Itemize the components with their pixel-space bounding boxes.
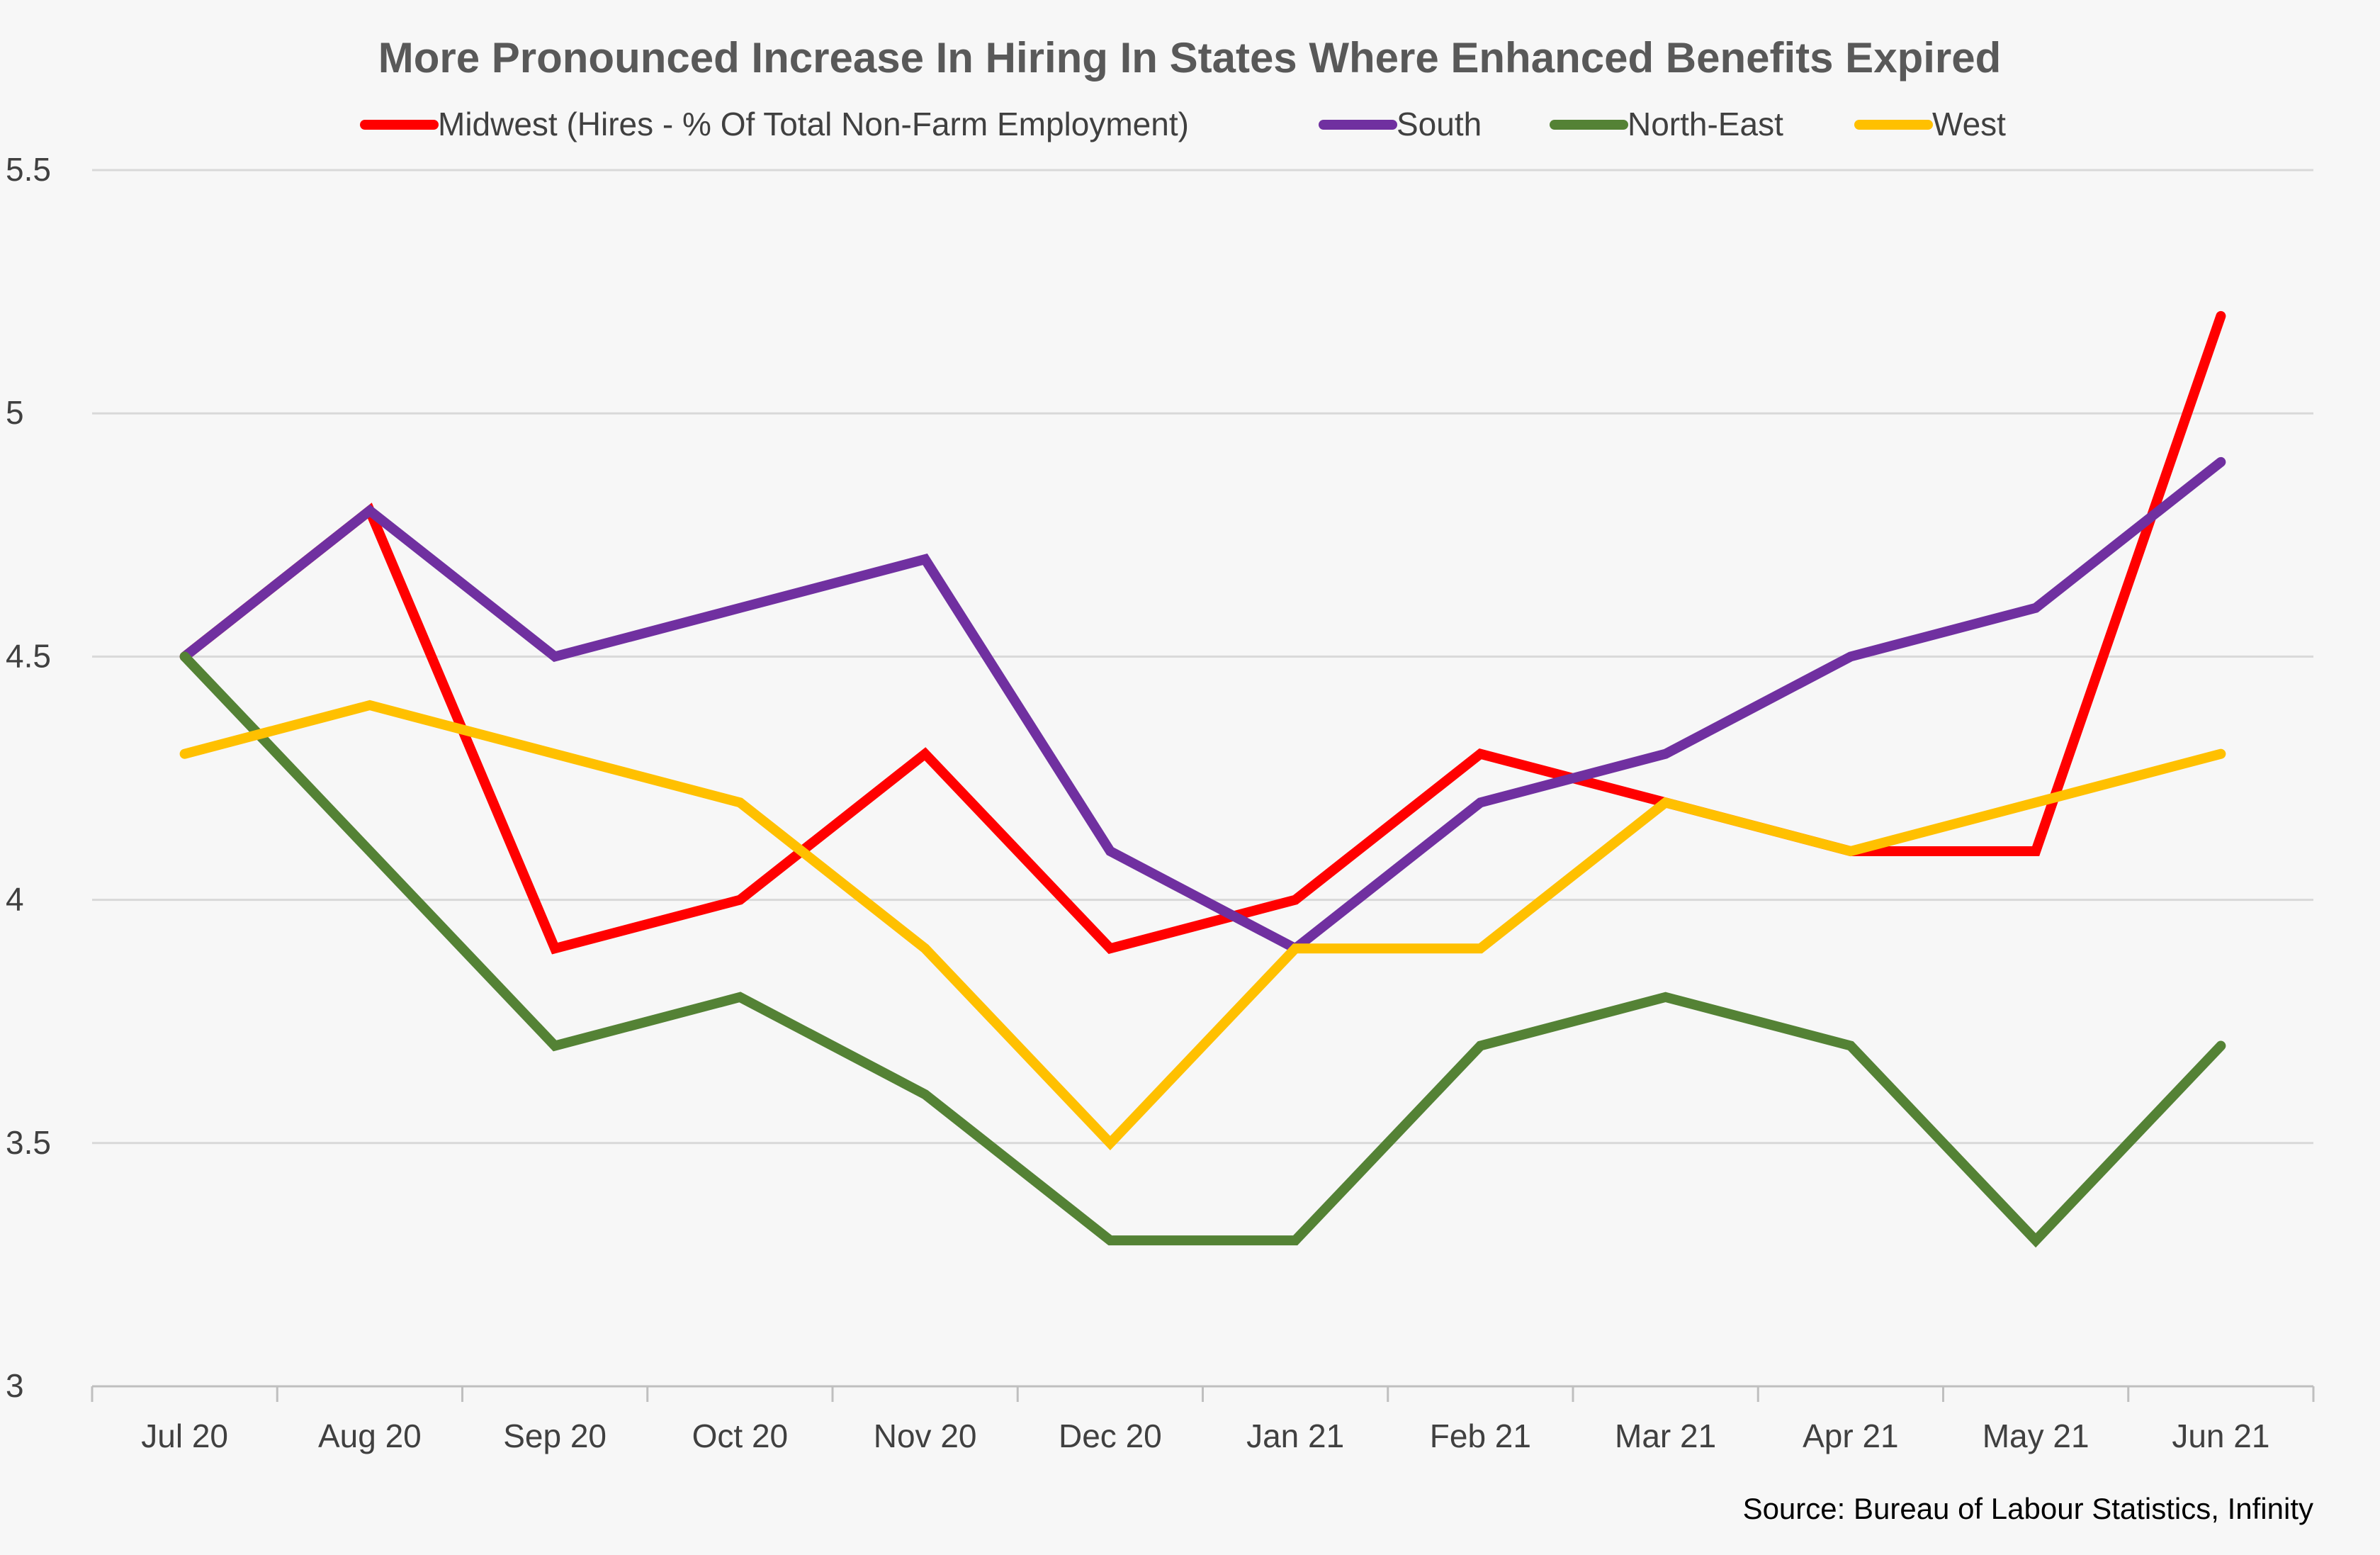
x-tick-label: Nov 20 <box>874 1418 977 1454</box>
x-tick-label: Jan 21 <box>1246 1418 1344 1454</box>
x-tick-label: Oct 20 <box>692 1418 789 1454</box>
y-tick-label: 3.5 <box>6 1124 51 1161</box>
x-tick-label: Feb 21 <box>1430 1418 1531 1454</box>
y-tick-label: 4 <box>6 881 24 918</box>
legend-label: West <box>1932 106 2006 142</box>
series-line-north-east <box>179 651 2226 1248</box>
legend: Midwest (Hires - % Of Total Non-Farm Emp… <box>360 106 2006 142</box>
y-tick-label: 4.5 <box>6 637 51 674</box>
legend-label: Midwest (Hires - % Of Total Non-Farm Emp… <box>438 106 1189 142</box>
series-line-midwest <box>179 310 2226 955</box>
y-axis: 3 3.5 4 4.5 5 5.5 <box>6 151 51 1404</box>
series-line-south <box>179 456 2226 955</box>
chart-title: More Pronounced Increase In Hiring In St… <box>378 34 2002 82</box>
y-tick-label: 5.5 <box>6 151 51 188</box>
x-tick-label: Apr 21 <box>1803 1418 1899 1454</box>
x-tick-label: Sep 20 <box>503 1418 607 1454</box>
y-tick-label: 3 <box>6 1367 24 1404</box>
x-tick-label: May 21 <box>1983 1418 2089 1454</box>
gridlines <box>92 169 2313 1145</box>
y-tick-label: 5 <box>6 394 24 431</box>
legend-label: North-East <box>1628 106 1783 142</box>
x-tick-label: Jul 20 <box>141 1418 228 1454</box>
x-tick-label: Dec 20 <box>1059 1418 1162 1454</box>
series-line-west <box>179 700 2226 1150</box>
x-tick-label: Aug 20 <box>318 1418 422 1454</box>
series-lines <box>179 310 2226 1248</box>
x-tick-label: Jun 21 <box>2172 1418 2269 1454</box>
source-note: Source: Bureau of Labour Statistics, Inf… <box>1743 1492 2313 1525</box>
x-tick-label: Mar 21 <box>1615 1418 1716 1454</box>
x-axis: Jul 20 Aug 20 Sep 20 Oct 20 Nov 20 Dec 20 Jan … <box>91 1385 2315 1454</box>
legend-label: South <box>1397 106 1482 142</box>
